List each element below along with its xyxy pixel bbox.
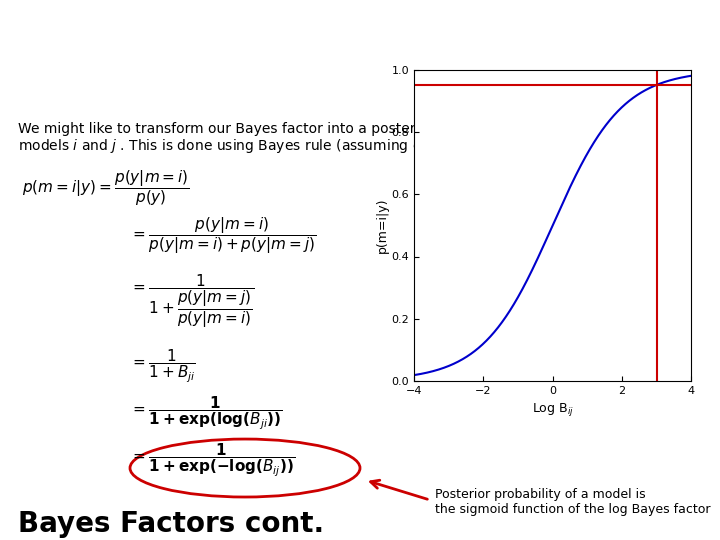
Text: models $i$ and $j$ . This is done using Bayes rule (assuming equal priors per mo: models $i$ and $j$ . This is done using … <box>18 137 580 155</box>
X-axis label: Log B$_{ij}$: Log B$_{ij}$ <box>531 401 574 418</box>
Text: Bayes Factors cont.: Bayes Factors cont. <box>18 510 324 538</box>
Text: $= \dfrac{p(y|m = i)}{p(y|m = i) + p(y|m = j)}$: $= \dfrac{p(y|m = i)}{p(y|m = i) + p(y|m… <box>130 215 317 256</box>
Text: $= \dfrac{\mathbf{1}}{\mathbf{1 + exp(-log(}B_{ij}\mathbf{))}}$: $= \dfrac{\mathbf{1}}{\mathbf{1 + exp(-l… <box>130 442 295 480</box>
Text: $p(m = i|y) = \dfrac{p(y|m = i)}{p(y)}$: $p(m = i|y) = \dfrac{p(y|m = i)}{p(y)}$ <box>22 168 190 208</box>
Text: Posterior probability of a model is
the sigmoid function of the log Bayes factor: Posterior probability of a model is the … <box>435 488 711 516</box>
Text: $= \dfrac{\mathbf{1}}{\mathbf{1 + exp(log(}B_{ji}\mathbf{))}}$: $= \dfrac{\mathbf{1}}{\mathbf{1 + exp(lo… <box>130 395 282 433</box>
Text: UCL: UCL <box>617 9 702 46</box>
Text: $= \dfrac{1}{1 + \dfrac{p(y|m = j)}{p(y|m = i)}}$: $= \dfrac{1}{1 + \dfrac{p(y|m = j)}{p(y|… <box>130 272 255 329</box>
Y-axis label: p(m=i|y): p(m=i|y) <box>376 198 389 253</box>
Text: $= \dfrac{1}{1 + B_{ji}}$: $= \dfrac{1}{1 + B_{ji}}$ <box>130 348 196 386</box>
Text: We might like to transform our Bayes factor into a posterior probability for eac: We might like to transform our Bayes fac… <box>18 122 592 136</box>
